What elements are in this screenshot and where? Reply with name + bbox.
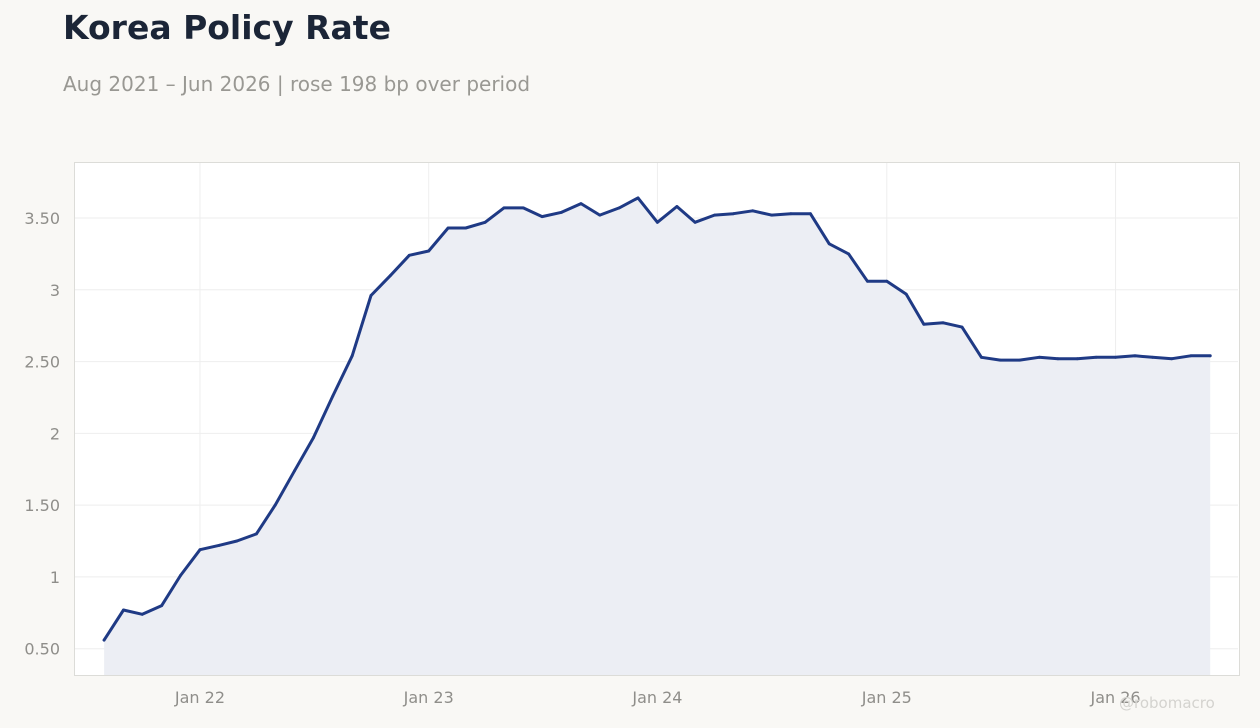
data-point [598, 213, 602, 217]
data-point [350, 354, 354, 358]
data-point [998, 358, 1002, 362]
data-point [1208, 354, 1212, 358]
data-point [198, 548, 202, 552]
data-point [636, 196, 640, 200]
y-tick-label: 2.50 [24, 353, 60, 372]
data-point [1075, 357, 1079, 361]
chart-subtitle: Aug 2021 – Jun 2026 | rose 198 bp over p… [63, 72, 531, 96]
data-point [885, 279, 889, 283]
x-tick-label: Jan 25 [861, 688, 912, 707]
data-point [273, 503, 277, 507]
x-tick-label: Jan 24 [631, 688, 682, 707]
data-point [140, 612, 144, 616]
data-point [941, 321, 945, 325]
data-point [980, 355, 983, 359]
data-point [540, 215, 544, 219]
y-tick-label: 1.50 [24, 496, 60, 515]
rate-area-fill [104, 197, 1211, 675]
data-point [122, 608, 125, 612]
data-point [483, 220, 487, 224]
data-point [1189, 354, 1193, 358]
data-point [847, 252, 850, 256]
data-point [369, 294, 373, 297]
data-point [464, 226, 468, 230]
data-point [521, 206, 525, 210]
y-axis-ticks: 0.50 1 1.50 2 2.50 3 3.50 [24, 209, 60, 659]
data-point [331, 394, 335, 398]
data-point [1056, 357, 1060, 361]
data-point [922, 322, 926, 326]
watermark: @robomacro [1119, 694, 1215, 712]
data-point [502, 206, 506, 210]
data-point [255, 532, 258, 536]
data-point [675, 205, 679, 208]
y-tick-label: 3 [50, 281, 60, 300]
data-point [751, 209, 755, 213]
data-point [1018, 358, 1022, 362]
data-point [713, 213, 716, 217]
y-tick-label: 0.50 [24, 640, 60, 659]
data-point [866, 279, 869, 283]
data-point [809, 212, 812, 216]
data-point [427, 249, 431, 253]
data-point [218, 543, 221, 547]
data-point [389, 274, 392, 277]
data-point [1151, 355, 1154, 359]
data-point [693, 220, 697, 224]
x-tick-label: Jan 22 [174, 688, 225, 707]
data-point [579, 202, 583, 206]
data-point [446, 226, 450, 230]
data-point [904, 292, 908, 296]
data-point [770, 213, 773, 217]
data-point [656, 220, 659, 224]
data-point [731, 212, 735, 216]
data-point [827, 242, 831, 246]
data-point [617, 206, 621, 210]
data-point [560, 210, 563, 214]
data-point [960, 325, 964, 329]
data-point [1037, 355, 1041, 359]
data-point [1170, 357, 1174, 361]
x-tick-label: Jan 26 [1089, 688, 1140, 707]
x-tick-label: Jan 23 [403, 688, 454, 707]
y-tick-label: 1 [50, 568, 60, 587]
y-tick-label: 3.50 [24, 209, 60, 228]
x-axis-ticks: Jan 22 Jan 23 Jan 24 Jan 25 Jan 26 [174, 688, 1141, 707]
data-point [1114, 355, 1117, 359]
y-tick-label: 2 [50, 424, 60, 443]
chart-title: Korea Policy Rate [63, 8, 391, 47]
data-point [312, 436, 315, 440]
data-point [179, 574, 182, 577]
rate-data-points [102, 196, 1212, 642]
data-point [1133, 354, 1137, 358]
data-point [789, 212, 793, 216]
data-point [235, 539, 239, 543]
data-point [102, 638, 106, 642]
data-point [1094, 355, 1098, 359]
data-point [407, 253, 411, 257]
data-point [160, 604, 164, 607]
data-point [293, 469, 296, 473]
